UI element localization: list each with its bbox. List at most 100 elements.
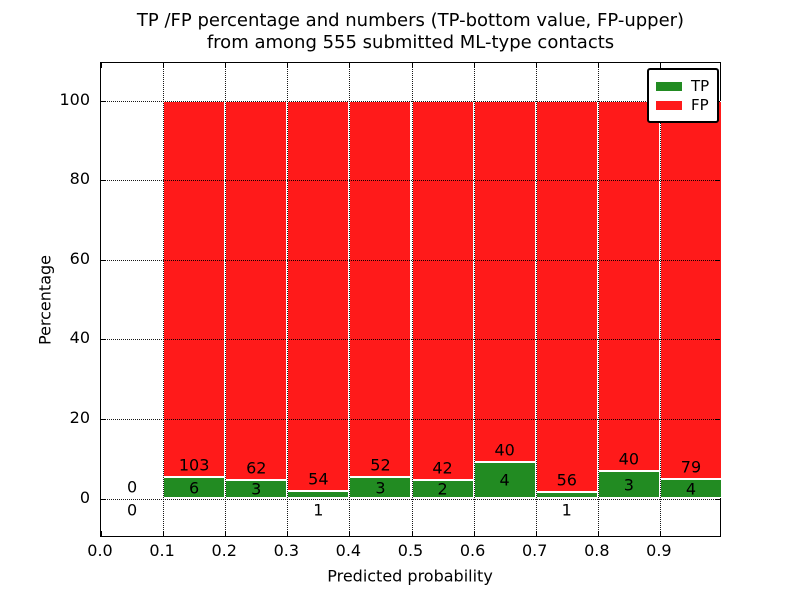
legend-row-fp: FP (656, 97, 710, 113)
chart-title: TP /FP percentage and numbers (TP-bottom… (100, 10, 721, 54)
x-tickmark-top (349, 63, 351, 68)
tp-count-label: 4 (499, 470, 510, 490)
y-tickmark-right (715, 498, 720, 500)
v-gridline-0.4 (349, 63, 351, 536)
x-tickmark-top (597, 63, 599, 68)
x-tickmark-top (535, 63, 537, 68)
bar-fp-segment (597, 100, 660, 471)
y-tickmark-left (101, 180, 106, 182)
fp-count-label: 42 (432, 458, 453, 478)
fp-count-label: 56 (556, 470, 577, 490)
bar-tp-segment (287, 491, 350, 499)
legend-row-tp: TP (656, 78, 710, 94)
bar-fp-segment (473, 100, 536, 463)
chart-title-line2: from among 555 submitted ML-type contact… (206, 32, 615, 53)
y-tickmark-left (101, 498, 106, 500)
h-gridline-60 (101, 259, 720, 261)
v-gridline-0.2 (225, 63, 227, 536)
y-tickmark-right (715, 339, 720, 341)
y-tick-label: 100 (59, 89, 90, 109)
tp-count-label: 3 (623, 475, 634, 495)
bar-fp-segment (287, 100, 350, 492)
y-tickmark-right (715, 259, 720, 261)
x-tickmark-bottom (101, 531, 102, 536)
plot-area: 0 0 103 6 62 3 54 1 52 3 42 2 40 4 56 1 40 3 79 4 TP FP (100, 62, 722, 537)
fp-count-label: 103 (178, 455, 210, 475)
chart-title-line1: TP /FP percentage and numbers (TP-bottom… (136, 10, 685, 31)
tp-count-label: 1 (313, 500, 324, 519)
fp-count-label: 0 (126, 477, 138, 496)
fp-count-label: 79 (680, 457, 702, 477)
y-tickmark-right (715, 180, 720, 182)
tp-count-label: 4 (685, 479, 697, 499)
legend-rows: TP FP (656, 78, 710, 113)
tp-count-label: 0 (126, 500, 138, 519)
legend: TP FP (647, 68, 719, 123)
bar-fp-segment (411, 100, 474, 481)
x-tickmark-bottom (659, 531, 661, 536)
fp-count-label: 40 (618, 449, 640, 469)
legend-swatch-tp-icon (656, 81, 682, 91)
v-gridline-0.3 (287, 63, 289, 536)
x-tick-label: 0.4 (335, 541, 362, 560)
fp-count-label: 62 (246, 458, 267, 478)
y-tickmark-left (101, 339, 106, 341)
v-gridline-0.7 (535, 63, 537, 536)
x-tick-label: 0.7 (521, 541, 548, 560)
legend-swatch-fp-icon (656, 100, 682, 110)
x-tick-label: 0.1 (149, 541, 175, 560)
bar-fp-segment (659, 100, 722, 480)
x-tickmark-top (411, 63, 413, 68)
x-tick-label: 0.2 (211, 541, 237, 560)
x-tick-label: 0.9 (646, 541, 672, 560)
x-tickmark-top (101, 63, 102, 68)
h-gridline-100 (101, 100, 720, 102)
bar-fp-segment (225, 100, 288, 481)
h-gridline-40 (101, 339, 720, 341)
v-gridline-0.6 (473, 63, 475, 536)
tp-count-label: 6 (189, 478, 200, 498)
y-tickmark-right (715, 418, 720, 420)
x-tick-label: 0.5 (397, 541, 424, 560)
fp-count-label: 54 (308, 469, 329, 489)
bar-fp-segment (163, 100, 226, 477)
v-gridline-0.1 (163, 63, 165, 536)
v-gridline-0.9 (659, 63, 661, 536)
y-tick-label: 40 (69, 328, 90, 348)
x-tickmark-bottom (225, 531, 227, 536)
bar-tp-segment (597, 470, 660, 499)
y-tick-label: 0 (79, 487, 90, 507)
x-tickmark-bottom (411, 531, 413, 536)
y-tick-label: 80 (69, 169, 90, 189)
x-tickmark-bottom (535, 531, 537, 536)
h-gridline-80 (101, 180, 720, 182)
y-tick-label: 20 (69, 407, 90, 427)
bar-fp-segment (349, 100, 412, 477)
x-tick-label: 0.3 (273, 541, 300, 560)
fp-count-label: 52 (370, 455, 391, 475)
v-gridline-0.8 (597, 63, 599, 536)
x-tickmark-top (163, 63, 165, 68)
x-tickmark-top (659, 63, 661, 68)
x-tick-label: 0.6 (459, 541, 486, 560)
tp-count-label: 2 (437, 479, 448, 499)
bar-tp-segment (535, 491, 598, 499)
y-tickmark-left (101, 418, 106, 420)
bar-fp-segment (535, 100, 598, 492)
fp-count-label: 40 (494, 440, 515, 460)
x-tickmark-top (473, 63, 475, 68)
x-tick-label: 0.8 (584, 541, 610, 560)
bar-tp-segment (473, 462, 536, 499)
tp-count-label: 1 (561, 500, 572, 519)
x-tick-label: 0.0 (87, 541, 113, 560)
tp-count-label: 3 (251, 479, 262, 499)
h-gridline-0 (101, 498, 720, 500)
y-tick-label: 60 (69, 248, 90, 268)
x-tickmark-bottom (287, 531, 289, 536)
y-tickmark-left (101, 259, 106, 261)
x-tickmark-bottom (473, 531, 475, 536)
legend-label-tp: TP (691, 77, 710, 95)
legend-label-fp: FP (691, 96, 709, 114)
x-tickmark-top (287, 63, 289, 68)
